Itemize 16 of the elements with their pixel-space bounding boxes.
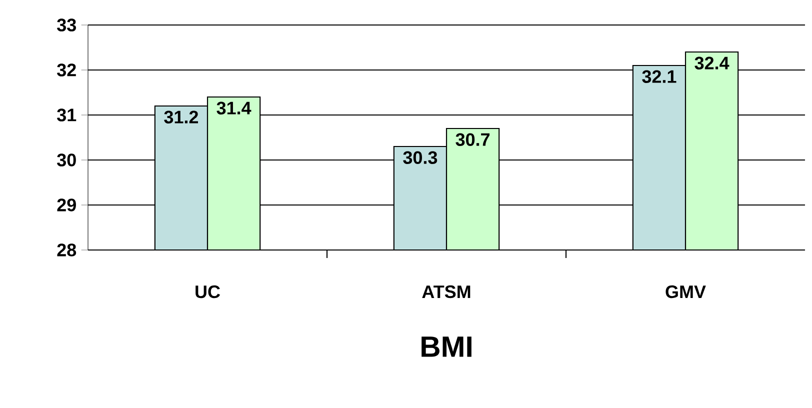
y-tick-label: 31 xyxy=(57,108,76,122)
y-tick-label: 30 xyxy=(57,154,76,166)
y-tick-label: 32 xyxy=(57,64,76,76)
x-tick-label: GMV xyxy=(666,285,706,298)
data-label: 32.1 xyxy=(642,70,676,83)
y-tick-label: 29 xyxy=(57,198,76,212)
data-label: 30.3 xyxy=(403,151,438,164)
x-tick-label: UC xyxy=(196,285,220,298)
data-label: 32.4 xyxy=(694,56,730,70)
y-tick-label: 28 xyxy=(57,244,76,256)
data-label: 31.4 xyxy=(216,102,252,114)
x-tick-label: ATSM xyxy=(422,285,470,298)
data-label: 30.7 xyxy=(456,133,490,146)
x-axis-title: BMI xyxy=(422,336,472,357)
y-tick-label: 33 xyxy=(57,18,76,32)
data-label: 31.2 xyxy=(164,110,198,124)
